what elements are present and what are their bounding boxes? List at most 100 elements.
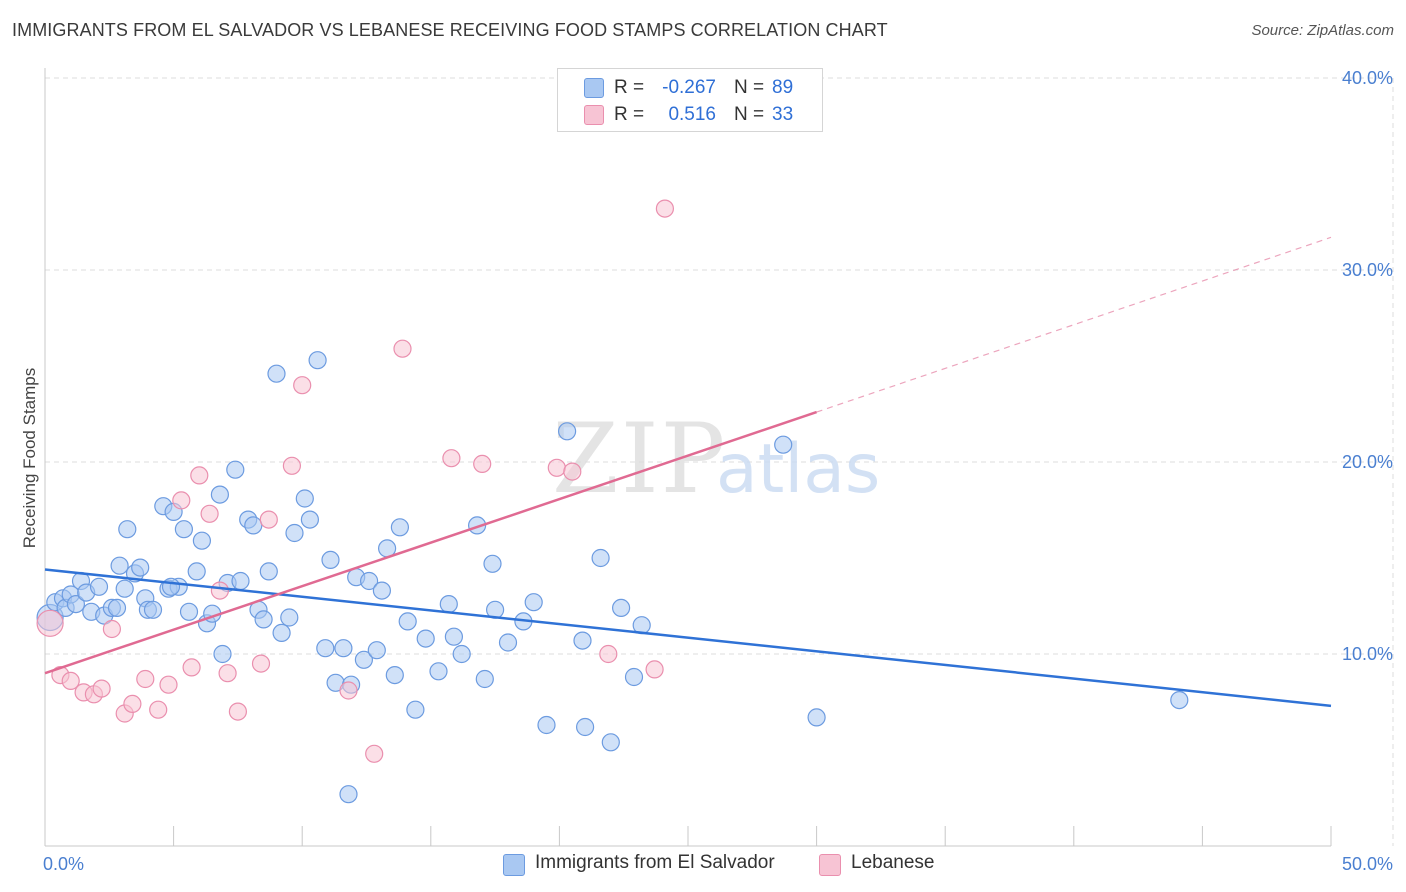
data-point (285, 523, 304, 543)
data-point (385, 665, 404, 685)
data-point (439, 594, 458, 614)
data-point (244, 516, 263, 535)
data-point (187, 562, 206, 581)
correlation-legend: R = -0.267 N = 89 R = 0.516 N = 33 (557, 68, 823, 132)
data-point (254, 610, 273, 629)
x-tick-label: 50.0% (1342, 854, 1393, 874)
data-point (226, 460, 245, 479)
data-point (444, 627, 463, 646)
data-point (259, 562, 278, 581)
data-point (149, 700, 168, 719)
bottom-legend-label: Immigrants from El Salvador (535, 852, 775, 873)
data-point (293, 376, 312, 395)
data-point (174, 520, 193, 539)
legend-swatch-pink (584, 105, 604, 125)
data-point (339, 681, 358, 700)
trend-lines (44, 236, 1332, 708)
data-point (123, 694, 142, 714)
data-point (200, 504, 219, 523)
data-point (118, 520, 137, 539)
y-axis-label: Receiving Food Stamps (20, 368, 39, 548)
data-point (172, 491, 191, 510)
data-point (601, 733, 620, 752)
data-point (136, 669, 155, 689)
data-point (159, 675, 178, 694)
legend-n-value: 89 (772, 77, 794, 98)
data-point (131, 558, 150, 577)
data-point (210, 485, 229, 504)
data-point (228, 702, 247, 721)
watermark-zip: ZIP (552, 403, 727, 515)
data-point (624, 667, 644, 687)
data-point (406, 700, 425, 719)
data-point (218, 664, 237, 683)
data-point (354, 650, 373, 669)
data-point (280, 608, 299, 627)
data-point (231, 571, 250, 591)
data-point (498, 633, 518, 652)
data-point (475, 669, 494, 689)
x-tick-label: 0.0% (43, 854, 84, 874)
data-point (398, 612, 417, 631)
data-point (393, 339, 412, 358)
data-point (251, 654, 271, 673)
legend-n-label: N = (734, 104, 765, 125)
data-point (774, 435, 793, 454)
data-point (537, 715, 556, 735)
data-point (61, 671, 80, 691)
data-point (182, 658, 201, 677)
data-point (179, 602, 199, 621)
data-point (334, 639, 353, 658)
data-point (143, 600, 163, 619)
chart-title: IMMIGRANTS FROM EL SALVADOR VS LEBANESE … (12, 20, 888, 40)
legend-r-value: 0.516 (668, 104, 716, 125)
data-point (573, 631, 592, 650)
legend-r-value: -0.267 (662, 77, 716, 98)
trend-line-lebanese (44, 410, 818, 675)
legend-n-label: N = (734, 77, 765, 98)
data-point (282, 456, 301, 475)
series-lebanese (36, 199, 675, 763)
data-point (36, 609, 64, 637)
data-point (259, 510, 278, 529)
data-point (267, 364, 286, 383)
legend-n-value: 33 (772, 104, 794, 125)
data-point (213, 644, 232, 664)
data-point (429, 662, 448, 681)
data-point (89, 577, 109, 596)
legend-r-label: R = (614, 77, 645, 98)
legend-swatch-blue (584, 78, 604, 98)
data-point (295, 489, 314, 508)
data-point (66, 594, 86, 614)
data-point (807, 708, 826, 727)
data-point (645, 660, 664, 679)
legend-r-label: R = (614, 104, 645, 125)
data-point (321, 550, 340, 570)
data-point (107, 598, 127, 618)
data-point (300, 510, 319, 529)
y-tick-label: 10.0% (1342, 644, 1393, 664)
data-point (547, 458, 566, 477)
data-point (599, 644, 618, 664)
axes (44, 68, 1332, 847)
data-point (563, 462, 582, 481)
data-point (452, 644, 471, 664)
data-point (360, 571, 379, 591)
data-point (591, 548, 610, 568)
data-point (272, 623, 291, 643)
data-point (1170, 690, 1189, 710)
y-tick-label: 40.0% (1342, 68, 1393, 88)
data-point (524, 593, 543, 612)
data-point (367, 641, 386, 660)
data-point (110, 556, 129, 575)
data-point (557, 422, 577, 441)
grid-lines (45, 77, 1394, 846)
data-point (655, 199, 675, 218)
data-point (365, 744, 384, 763)
data-point (192, 531, 211, 550)
bottom-legend-swatch-pink (819, 854, 841, 876)
watermark: ZIP atlas (552, 403, 880, 515)
y-tick-label: 20.0% (1342, 452, 1393, 472)
y-tick-label: 30.0% (1342, 260, 1393, 280)
